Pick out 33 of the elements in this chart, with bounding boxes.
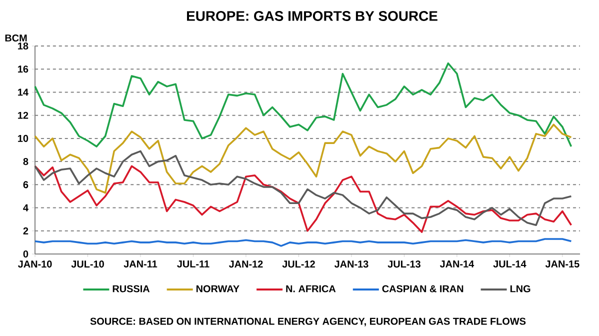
y-tick-label: 4 xyxy=(23,204,28,212)
x-tick-label: JUL-10 xyxy=(71,260,104,268)
legend-label: CASPIAN & IRAN xyxy=(382,285,464,292)
source-note: SOURCE: BASED ON INTERNATIONAL ENERGY AGENCY, EUROPEAN GAS TRADE FLOWS xyxy=(90,318,526,326)
legend-label: N. AFRICA xyxy=(286,285,336,292)
x-tick-label: JUL-13 xyxy=(388,260,420,268)
y-tick-label: 18 xyxy=(18,42,28,50)
y-tick-label: 16 xyxy=(18,66,28,73)
y-tick-label: 8 xyxy=(23,158,28,166)
line-series xyxy=(34,165,572,233)
x-tick-label: JAN-10 xyxy=(18,260,52,268)
y-axis-title: BCM xyxy=(5,34,27,42)
y-tick-label: 12 xyxy=(18,112,28,119)
y-tick-label: 14 xyxy=(18,88,28,96)
x-tick-label: JAN-11 xyxy=(124,260,158,268)
legend-label: NORWAY xyxy=(196,285,240,292)
x-tick-label: JAN-15 xyxy=(545,260,580,268)
legend-label: RUSSIA xyxy=(112,285,150,292)
legend-label: LNG xyxy=(510,285,530,292)
x-tick-label: JUL-12 xyxy=(282,260,315,268)
line-series xyxy=(34,62,572,148)
y-tick-label: 6 xyxy=(23,181,28,188)
chart-title: EUROPE: GAS IMPORTS BY SOURCE xyxy=(187,11,438,21)
x-tick-label: JAN-13 xyxy=(334,260,368,268)
x-tick-label: JAN-12 xyxy=(228,260,263,268)
x-tick-label: JUL-14 xyxy=(493,260,526,268)
y-tick-label: 0 xyxy=(23,250,28,258)
y-tick-label: 2 xyxy=(23,227,28,234)
line-series xyxy=(34,124,572,194)
x-tick-label: JAN-14 xyxy=(440,260,474,268)
line-series xyxy=(34,150,572,226)
y-tick-label: 10 xyxy=(18,134,28,142)
x-tick-label: JUL-11 xyxy=(177,260,210,268)
